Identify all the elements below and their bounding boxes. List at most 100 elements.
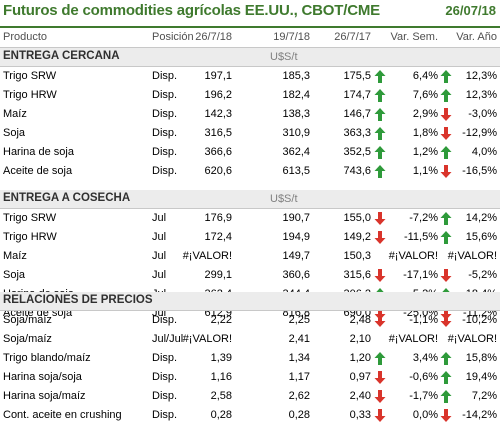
yearly-change-cell: #¡VALOR! [447, 333, 497, 345]
price-cell-current: 316,5 [204, 127, 232, 139]
price-cell-year-ago: 174,7 [343, 89, 371, 101]
table-row: Soja Jul 299,1 360,6 315,6 -17,1% -5,2% [0, 266, 500, 285]
table-row: Soja/maíz Jul/Jul #¡VALOR! 2,41 2,10 #¡VALOR!… [0, 330, 500, 349]
price-cell-year-ago: 149,2 [343, 231, 371, 243]
table-row: Trigo HRW Disp. 196,2 182,4 174,7 7,6% 12,3% [0, 86, 500, 105]
price-cell-current: 2,22 [210, 314, 232, 326]
table-row: Cont. aceite en crushing Disp. 0,28 0,28 0,3… [0, 406, 500, 425]
price-cell-current: #¡VALOR! [182, 250, 232, 262]
price-cell-current: 0,28 [210, 409, 232, 421]
price-cell-current: 1,16 [210, 371, 232, 383]
page-title: Futuros de commodities agrícolas EE.UU.,… [3, 2, 380, 19]
position-cell: Disp. [152, 371, 178, 383]
product-cell: Harina soja/soja [3, 371, 82, 383]
price-cell-week-ago: 149,7 [282, 250, 310, 262]
weekly-change-cell: #¡VALOR! [388, 333, 438, 345]
position-cell: Jul [152, 269, 167, 281]
price-cell-week-ago: 2,41 [288, 333, 310, 345]
table-row: Soja/maíz Disp. 2,22 2,25 2,48 -1,1% -10,2% [0, 311, 500, 330]
product-cell: Soja/maíz [3, 333, 52, 345]
section-unit: U$S/t [270, 51, 298, 63]
price-cell-current: 2,58 [210, 390, 232, 402]
weekly-change-cell: -17,1% [403, 269, 438, 281]
position-cell: Disp. [152, 146, 178, 158]
section-header: ENTREGA A COSECHA U$S/t [0, 190, 500, 209]
column-header-weekly-change: Var. Sem. [390, 31, 438, 43]
arrow-down-icon [374, 370, 386, 385]
price-cell-year-ago: 155,0 [343, 212, 371, 224]
table-row: Trigo SRW Jul 176,9 190,7 155,0 -7,2% 14,2% [0, 209, 500, 228]
price-cell-year-ago: 0,33 [349, 409, 371, 421]
table-row: Maíz Jul #¡VALOR! 149,7 150,3 #¡VALOR! #¡VALOR… [0, 247, 500, 266]
table-row: Soja Disp. 316,5 310,9 363,3 1,8% -12,9% [0, 124, 500, 143]
arrow-down-icon [374, 313, 386, 328]
price-cell-year-ago: 352,5 [343, 146, 371, 158]
arrow-down-icon [374, 211, 386, 226]
price-cell-week-ago: 0,28 [288, 409, 310, 421]
position-cell: Disp. [152, 89, 178, 101]
arrow-up-icon [374, 164, 386, 179]
price-cell-week-ago: 362,4 [282, 146, 310, 158]
column-header-date-2: 19/7/18 [273, 31, 310, 43]
price-cell-year-ago: 146,7 [343, 108, 371, 120]
arrow-up-icon [374, 126, 386, 141]
price-cell-week-ago: 194,9 [282, 231, 310, 243]
price-cell-current: #¡VALOR! [182, 333, 232, 345]
arrow-up-icon [374, 69, 386, 84]
price-cell-current: 366,6 [204, 146, 232, 158]
price-cell-current: 197,1 [204, 70, 232, 82]
yearly-change-cell: 12,3% [465, 70, 497, 82]
arrow-down-icon [440, 126, 452, 141]
arrow-down-icon [440, 107, 452, 122]
price-cell-current: 196,2 [204, 89, 232, 101]
position-cell: Disp. [152, 108, 178, 120]
arrow-up-icon [374, 351, 386, 366]
arrow-up-icon [374, 88, 386, 103]
arrow-down-icon [440, 268, 452, 283]
yearly-change-cell: -5,2% [468, 269, 497, 281]
product-cell: Cont. aceite en crushing [3, 409, 122, 421]
weekly-change-cell: -1,7% [409, 390, 438, 402]
price-cell-week-ago: 2,62 [288, 390, 310, 402]
table-row: Harina de soja Disp. 366,6 362,4 352,5 1,2% 4,… [0, 143, 500, 162]
column-header-date-1: 26/7/18 [195, 31, 232, 43]
position-cell: Disp. [152, 165, 178, 177]
arrow-down-icon [374, 306, 386, 321]
weekly-change-cell: 1,1% [412, 165, 438, 177]
position-cell: Jul [152, 212, 167, 224]
arrow-up-icon [374, 145, 386, 160]
arrow-down-icon [440, 408, 452, 423]
column-header-date-3: 26/7/17 [334, 31, 371, 43]
yearly-change-cell: -3,0% [468, 108, 497, 120]
table-row: Harina soja/soja Disp. 1,16 1,17 0,97 -0,6% 19… [0, 368, 500, 387]
arrow-up-icon [440, 88, 452, 103]
product-cell: Trigo blando/maíz [3, 352, 91, 364]
title-bar: Futuros de commodities agrícolas EE.UU.,… [0, 0, 500, 28]
position-cell: Disp. [152, 314, 178, 326]
price-cell-week-ago: 190,7 [282, 212, 310, 224]
weekly-change-cell: 7,6% [412, 89, 438, 101]
price-cell-year-ago: 1,20 [349, 352, 371, 364]
product-cell: Soja [3, 127, 26, 139]
arrow-up-icon [440, 389, 452, 404]
yearly-change-cell: 7,2% [471, 390, 497, 402]
price-cell-year-ago: 2,40 [349, 390, 371, 402]
price-cell-year-ago: 2,48 [349, 314, 371, 326]
yearly-change-cell: #¡VALOR! [447, 250, 497, 262]
yearly-change-cell: 14,2% [465, 212, 497, 224]
price-cell-week-ago: 1,34 [288, 352, 310, 364]
yearly-change-cell: -12,9% [462, 127, 497, 139]
table-row: Maíz Disp. 142,3 138,3 146,7 2,9% -3,0% [0, 105, 500, 124]
product-cell: Maíz [3, 108, 27, 120]
weekly-change-cell: 6,4% [412, 70, 438, 82]
table-row: Trigo HRW Jul 172,4 194,9 149,2 -11,5% 15,6% [0, 228, 500, 247]
weekly-change-cell: 3,4% [412, 352, 438, 364]
yearly-change-cell: 15,8% [465, 352, 497, 364]
price-cell-week-ago: 185,3 [282, 70, 310, 82]
section-header: RELACIONES DE PRECIOS [0, 292, 500, 311]
product-cell: Aceite de soja [3, 165, 73, 177]
position-cell: Jul [152, 250, 167, 262]
price-cell-week-ago: 360,6 [282, 269, 310, 281]
yearly-change-cell: 15,6% [465, 231, 497, 243]
